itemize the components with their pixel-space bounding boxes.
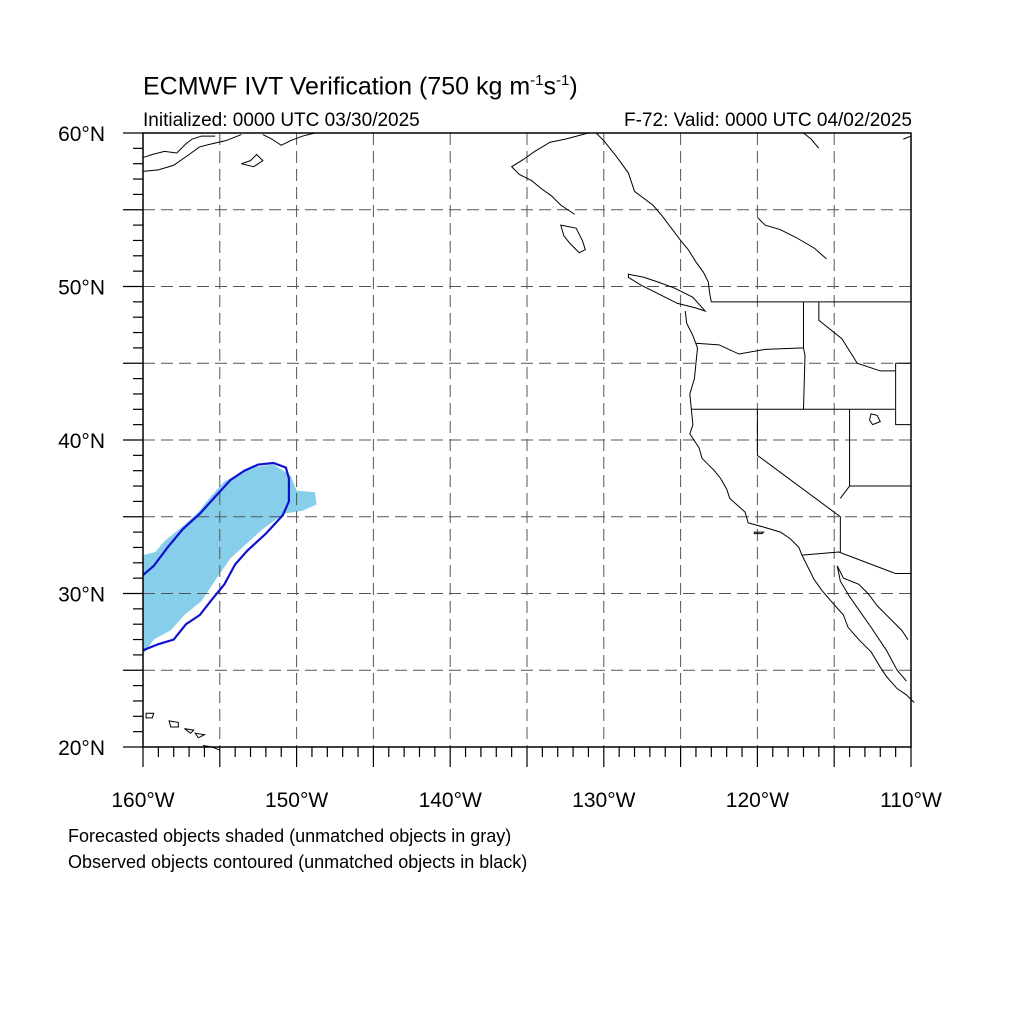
axis-ticks [123, 132, 912, 767]
border [801, 551, 911, 575]
coastline [903, 135, 912, 140]
island [168, 720, 179, 728]
coastline [142, 134, 242, 172]
footnote-observed: Observed objects contoured (unmatched ob… [68, 852, 528, 872]
lat-label: 20°N [58, 737, 105, 760]
coastline [757, 217, 827, 260]
observed-object-layer [142, 461, 291, 652]
island [194, 732, 207, 739]
coastline [803, 132, 820, 149]
lon-label: 120°W [726, 789, 789, 812]
island [627, 273, 707, 313]
coastline [836, 565, 907, 682]
coastline [241, 153, 264, 168]
lat-label: 60°N [58, 123, 105, 146]
coastline [262, 132, 316, 146]
island [753, 531, 765, 535]
border [818, 301, 896, 372]
forecast-object-layer [143, 464, 317, 655]
coastlines-and-borders [142, 132, 915, 751]
border [756, 409, 841, 553]
lat-label: 40°N [58, 430, 105, 453]
lon-label: 150°W [265, 789, 328, 812]
valid-time-label: F-72: Valid: 0000 UTC 04/02/2025 [624, 110, 912, 131]
coastline [202, 744, 220, 751]
observed-ivt-contour [142, 461, 291, 652]
lat-label: 50°N [58, 277, 105, 300]
axis-labels: 60°N 50°N 40°N 30°N 20°N 160°W 150°W 140°W 130°W… [58, 123, 942, 812]
lon-label: 110°W [880, 789, 942, 812]
border [895, 363, 911, 426]
graticule [143, 133, 911, 747]
lon-label: 130°W [572, 789, 635, 812]
coastline [684, 310, 915, 703]
island [145, 712, 155, 719]
island [184, 728, 195, 734]
forecast-ivt-object [143, 464, 317, 655]
border [695, 342, 804, 355]
map-title: ECMWF IVT Verification (750 kg m-1s-1) [143, 72, 578, 101]
coastline [836, 565, 909, 640]
init-time-label: Initialized: 0000 UTC 03/30/2025 [143, 110, 420, 131]
border [802, 301, 806, 410]
lat-label: 30°N [58, 584, 105, 607]
coastline [142, 135, 216, 159]
coastline [510, 132, 589, 215]
coastline [595, 132, 712, 302]
footnote-forecast: Forecasted objects shaded (unmatched obj… [68, 826, 512, 846]
lon-label: 160°W [111, 789, 174, 812]
lon-label: 140°W [419, 789, 482, 812]
border [839, 409, 851, 499]
island [560, 224, 586, 254]
lake [868, 413, 881, 426]
